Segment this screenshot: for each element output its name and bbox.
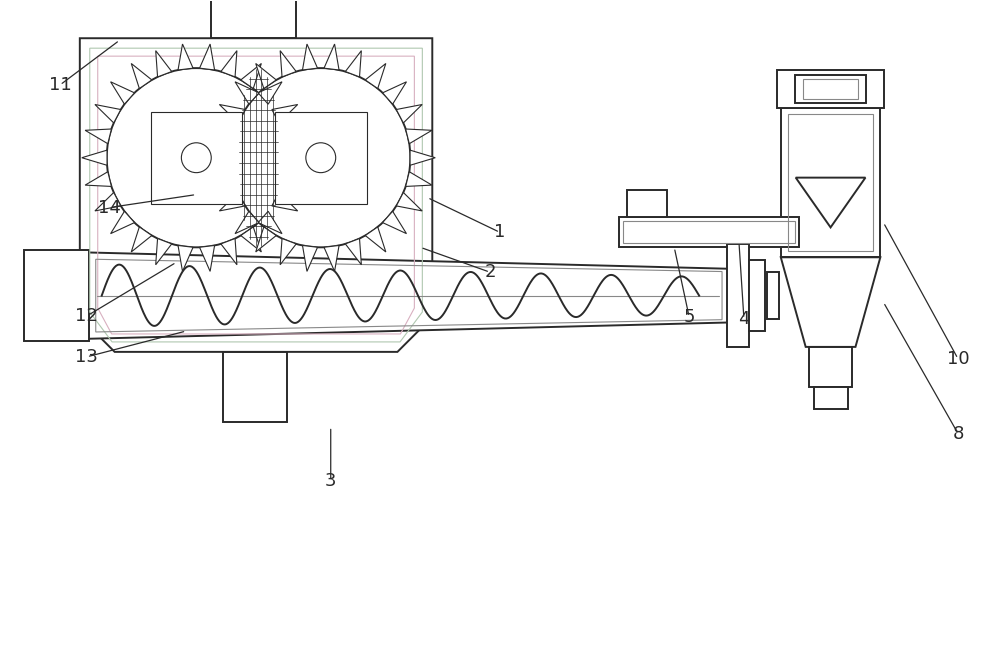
Polygon shape (302, 245, 318, 271)
Polygon shape (324, 245, 339, 271)
Circle shape (107, 68, 286, 247)
Polygon shape (324, 44, 339, 70)
Bar (777, 70, 884, 108)
Bar (275, 112, 367, 204)
Polygon shape (383, 212, 406, 234)
Bar (211, 0, 296, 38)
Polygon shape (219, 105, 245, 123)
Polygon shape (235, 212, 259, 234)
Polygon shape (80, 38, 432, 352)
Bar (24, 250, 89, 341)
Polygon shape (156, 239, 172, 265)
Circle shape (231, 68, 410, 247)
Bar (803, 79, 858, 99)
Polygon shape (396, 105, 422, 123)
Polygon shape (200, 245, 215, 271)
Polygon shape (235, 82, 259, 104)
Polygon shape (280, 239, 296, 265)
Polygon shape (241, 227, 261, 252)
Text: 14: 14 (98, 199, 121, 217)
Polygon shape (82, 150, 107, 165)
Polygon shape (345, 50, 361, 77)
Polygon shape (280, 50, 296, 77)
Polygon shape (219, 193, 245, 211)
Polygon shape (210, 129, 236, 144)
Polygon shape (206, 150, 231, 165)
Bar (814, 387, 848, 409)
Polygon shape (111, 212, 134, 234)
Text: 11: 11 (49, 76, 71, 94)
Polygon shape (210, 171, 236, 186)
Polygon shape (131, 63, 152, 89)
Bar (623, 221, 795, 243)
Polygon shape (406, 129, 432, 144)
Circle shape (181, 143, 211, 173)
Polygon shape (256, 227, 276, 252)
Polygon shape (286, 150, 311, 165)
Bar (749, 260, 765, 331)
Polygon shape (272, 193, 298, 211)
Polygon shape (95, 105, 121, 123)
Polygon shape (410, 150, 435, 165)
Polygon shape (406, 171, 432, 186)
Polygon shape (781, 258, 880, 347)
Circle shape (306, 143, 336, 173)
Text: 10: 10 (947, 350, 969, 368)
Text: 13: 13 (75, 348, 98, 366)
Text: 1: 1 (494, 223, 506, 241)
Polygon shape (178, 44, 193, 70)
Polygon shape (131, 227, 152, 252)
Polygon shape (258, 82, 282, 104)
Text: 2: 2 (484, 263, 496, 281)
Polygon shape (383, 82, 406, 104)
Text: 3: 3 (325, 472, 336, 490)
Polygon shape (85, 129, 111, 144)
Polygon shape (396, 193, 422, 211)
Polygon shape (281, 129, 307, 144)
Polygon shape (156, 50, 172, 77)
Bar (151, 112, 242, 204)
Polygon shape (258, 212, 282, 234)
Polygon shape (345, 239, 361, 265)
Polygon shape (178, 245, 193, 271)
Bar (727, 245, 749, 347)
Polygon shape (365, 227, 386, 252)
Bar (781, 108, 880, 258)
Polygon shape (256, 63, 276, 89)
Bar (627, 190, 667, 217)
Polygon shape (221, 239, 237, 265)
Bar (619, 217, 799, 247)
Bar (788, 114, 873, 251)
Polygon shape (281, 171, 307, 186)
Polygon shape (85, 171, 111, 186)
Bar (223, 352, 287, 422)
Text: 5: 5 (683, 308, 695, 326)
Polygon shape (111, 82, 134, 104)
Polygon shape (241, 63, 261, 89)
Polygon shape (82, 252, 729, 339)
Bar (795, 75, 866, 103)
Polygon shape (200, 44, 215, 70)
Polygon shape (221, 50, 237, 77)
Bar (809, 347, 852, 387)
Polygon shape (95, 193, 121, 211)
Text: 8: 8 (952, 424, 964, 443)
Text: 12: 12 (75, 307, 98, 325)
Polygon shape (272, 105, 298, 123)
Polygon shape (302, 44, 318, 70)
Text: 4: 4 (738, 310, 750, 328)
Polygon shape (365, 63, 386, 89)
Bar (767, 272, 779, 319)
